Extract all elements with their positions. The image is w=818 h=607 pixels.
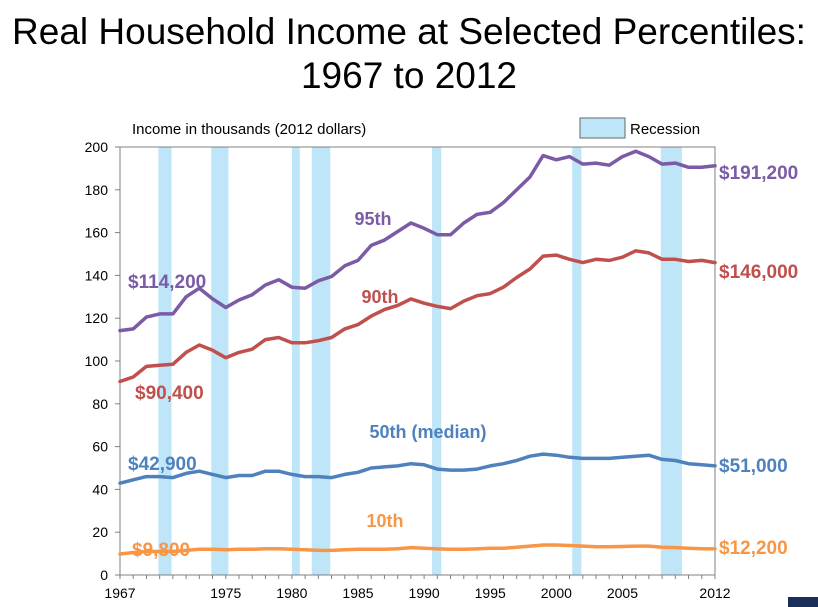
recession-band-1 (158, 147, 172, 575)
series-start-label-50th: $42,900 (128, 454, 197, 475)
legend-recession-swatch (579, 117, 626, 139)
y-tick-label: 160 (85, 225, 109, 241)
plot-area (119, 146, 716, 576)
y-tick-label: 40 (92, 481, 108, 497)
x-tick-label: 1975 (210, 585, 241, 601)
series-name-10th: 10th (366, 511, 403, 531)
x-tick-label: 1990 (409, 585, 440, 601)
y-tick-label: 20 (92, 524, 108, 540)
series-start-label-90th: $90,400 (135, 383, 204, 404)
y-tick-label: 100 (85, 353, 109, 369)
y-tick-label: 60 (92, 439, 108, 455)
chart-title-line-1: Real Household Income at Selected Percen… (12, 11, 806, 52)
y-tick-label: 140 (85, 267, 109, 283)
legend-recession-label: Recession (630, 121, 700, 138)
axes: 0 20 40 60 80 100 120 140 160 180 200 1967 1975 1980 1… (85, 139, 731, 601)
chart-title-line-2: 1967 to 2012 (300, 55, 518, 96)
series-line-90th (118, 249, 717, 384)
y-tick-label: 180 (85, 182, 109, 198)
x-tick-label: 1985 (342, 585, 373, 601)
series-line-10th (118, 543, 717, 556)
y-tick-label: 80 (92, 396, 108, 412)
series-start-label-95th: $114,200 (128, 272, 206, 293)
recession-band-2 (211, 147, 229, 575)
series-name-50th: 50th (median) (369, 422, 486, 442)
series-name-90th: 90th (361, 287, 398, 307)
x-tick-label: 2012 (699, 585, 730, 601)
series-end-label-50th: $51,000 (719, 456, 788, 477)
recession-bands (158, 147, 682, 575)
y-tick-label: 0 (100, 567, 108, 583)
recession-band-5 (432, 147, 442, 575)
x-tick-label: 2005 (607, 585, 638, 601)
recession-band-6 (572, 147, 582, 575)
series-name-95th: 95th (354, 209, 391, 229)
recession-band-4 (311, 147, 331, 575)
series-start-label-10th: $9,800 (132, 540, 190, 561)
recession-band-7 (660, 147, 682, 575)
corner-decoration (788, 597, 818, 607)
x-tick-label: 1995 (475, 585, 506, 601)
y-tick-label: 120 (85, 310, 109, 326)
chart-title: Real Household Income at Selected Percen… (0, 10, 818, 98)
series-end-label-90th: $146,000 (719, 262, 798, 283)
legend: Recession (579, 117, 700, 139)
series-end-label-10th: $12,200 (719, 538, 788, 559)
series-end-label-95th: $191,200 (719, 163, 798, 184)
series-line-50th (118, 452, 717, 485)
y-tick-label: 200 (85, 139, 109, 155)
series-lines (118, 149, 717, 556)
y-axis-label: Income in thousands (2012 dollars) (132, 121, 366, 138)
x-tick-label: 1967 (104, 585, 135, 601)
x-tick-label: 2000 (541, 585, 572, 601)
x-tick-label: 1980 (276, 585, 307, 601)
series-line-95th (118, 149, 717, 333)
recession-band-3 (291, 147, 300, 575)
series-labels: 95th $114,200 $191,200 90th $90,400 $146,000 5… (128, 163, 798, 561)
